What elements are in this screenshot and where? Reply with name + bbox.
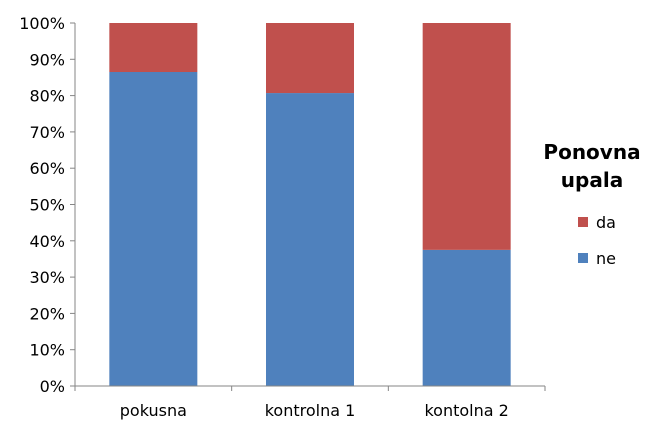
y-tick-label: 60% — [29, 159, 65, 178]
y-tick-label: 20% — [29, 304, 65, 323]
y-tick-label: 40% — [29, 232, 65, 251]
x-tick-label: pokusna — [120, 401, 187, 420]
x-tick-label: kontrolna 1 — [265, 401, 356, 420]
y-tick-label: 50% — [29, 196, 65, 215]
legend-label-da: da — [596, 212, 616, 232]
y-tick-label: 10% — [29, 341, 65, 360]
x-tick-label: kontolna 2 — [424, 401, 508, 420]
y-tick-label: 70% — [29, 123, 65, 142]
legend-item-da: da — [578, 212, 616, 232]
y-tick-label: 0% — [40, 377, 65, 396]
legend-swatch-da — [578, 217, 588, 227]
bar-segment-da — [109, 23, 198, 73]
x-axis: pokusna kontrolna 1 kontolna 2 — [74, 385, 546, 420]
bars — [109, 23, 511, 387]
y-tick-label: 30% — [29, 268, 65, 287]
y-tick-label: 90% — [29, 50, 65, 69]
legend-label-ne: ne — [596, 248, 616, 268]
y-axis: 0% 10% 20% 30% 40% 50% 60% 70% 80% 90% 100% — [19, 14, 76, 396]
bar-segment-da — [422, 23, 511, 250]
bar-segment-ne — [109, 72, 198, 386]
y-tick-label: 80% — [29, 87, 65, 106]
legend-swatch-ne — [578, 253, 588, 263]
bar-segment-ne — [422, 249, 511, 386]
legend-item-ne: ne — [578, 248, 616, 268]
legend-title: Ponovna upala — [543, 140, 641, 192]
y-tick-label: 100% — [19, 14, 65, 33]
bar-segment-ne — [266, 93, 354, 387]
legend: Ponovna upala da ne — [540, 138, 649, 268]
bar-segment-da — [266, 23, 354, 94]
